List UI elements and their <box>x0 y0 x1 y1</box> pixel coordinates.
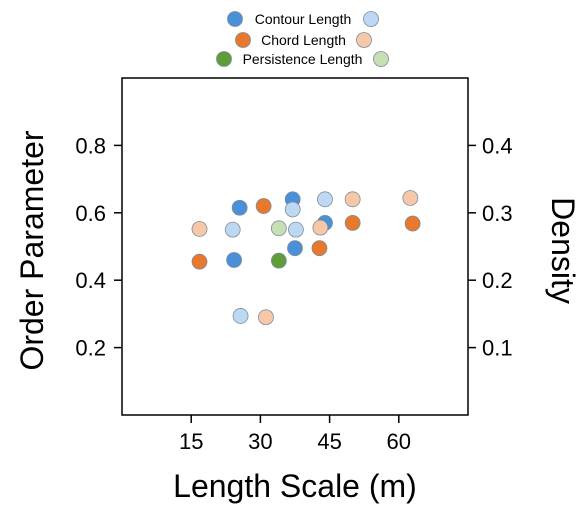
scatter-point <box>191 253 208 270</box>
scatter-point <box>255 198 272 214</box>
scatter-point <box>231 199 248 216</box>
legend-label: Chord Length <box>261 32 346 48</box>
y-axis-title: Order Parameter <box>14 130 50 370</box>
scatter-point <box>344 215 361 231</box>
scatter-point <box>224 221 241 238</box>
y-tick-label: 0.2 <box>75 336 106 361</box>
y2-tick-label: 0.3 <box>482 201 513 226</box>
x-axis-title: Length Scale (m) <box>173 468 417 504</box>
scatter-point <box>288 221 304 238</box>
scatter-point <box>191 221 208 237</box>
y2-tick-label: 0.1 <box>482 336 513 361</box>
legend: Contour Length Chord Length Persistence Le… <box>216 11 389 67</box>
x-tick-label: 60 <box>387 429 411 454</box>
scatter-point <box>404 215 421 232</box>
scatter-point <box>311 240 328 257</box>
scatter-point <box>402 190 419 206</box>
legend-marker <box>373 51 389 67</box>
x-tick-label: 45 <box>317 429 341 454</box>
scatter-point <box>258 309 274 326</box>
scatter-point <box>344 191 361 208</box>
axis-ticks: 15 30 45 60 0.2 0.4 0.6 0.8 0.1 0.2 0.3 0.4 <box>75 133 512 454</box>
scatter-point <box>270 252 287 269</box>
scatter-point <box>232 308 249 324</box>
legend-label: Contour Length <box>255 11 352 27</box>
legend-marker <box>363 11 379 27</box>
y-tick-label: 0.6 <box>75 201 106 226</box>
scatter-point <box>317 191 333 208</box>
scatter-point <box>270 220 287 237</box>
scatter-point <box>287 240 303 257</box>
legend-marker <box>227 11 243 27</box>
plot-frame <box>121 77 469 416</box>
x-tick-label: 30 <box>248 429 272 454</box>
legend-marker <box>216 51 232 67</box>
scatter-point <box>284 201 301 218</box>
y2-axis-title: Density <box>545 197 578 304</box>
legend-label: Persistence Length <box>243 51 363 67</box>
y-tick-label: 0.4 <box>75 268 106 293</box>
y2-tick-label: 0.4 <box>482 133 513 158</box>
legend-marker <box>356 32 372 48</box>
data-points <box>191 190 421 326</box>
y-tick-label: 0.8 <box>75 133 106 158</box>
scatter-point <box>226 252 243 268</box>
scatter-point <box>312 219 329 236</box>
y2-tick-label: 0.2 <box>482 268 513 293</box>
legend-marker <box>235 32 251 48</box>
x-tick-label: 15 <box>179 429 203 454</box>
